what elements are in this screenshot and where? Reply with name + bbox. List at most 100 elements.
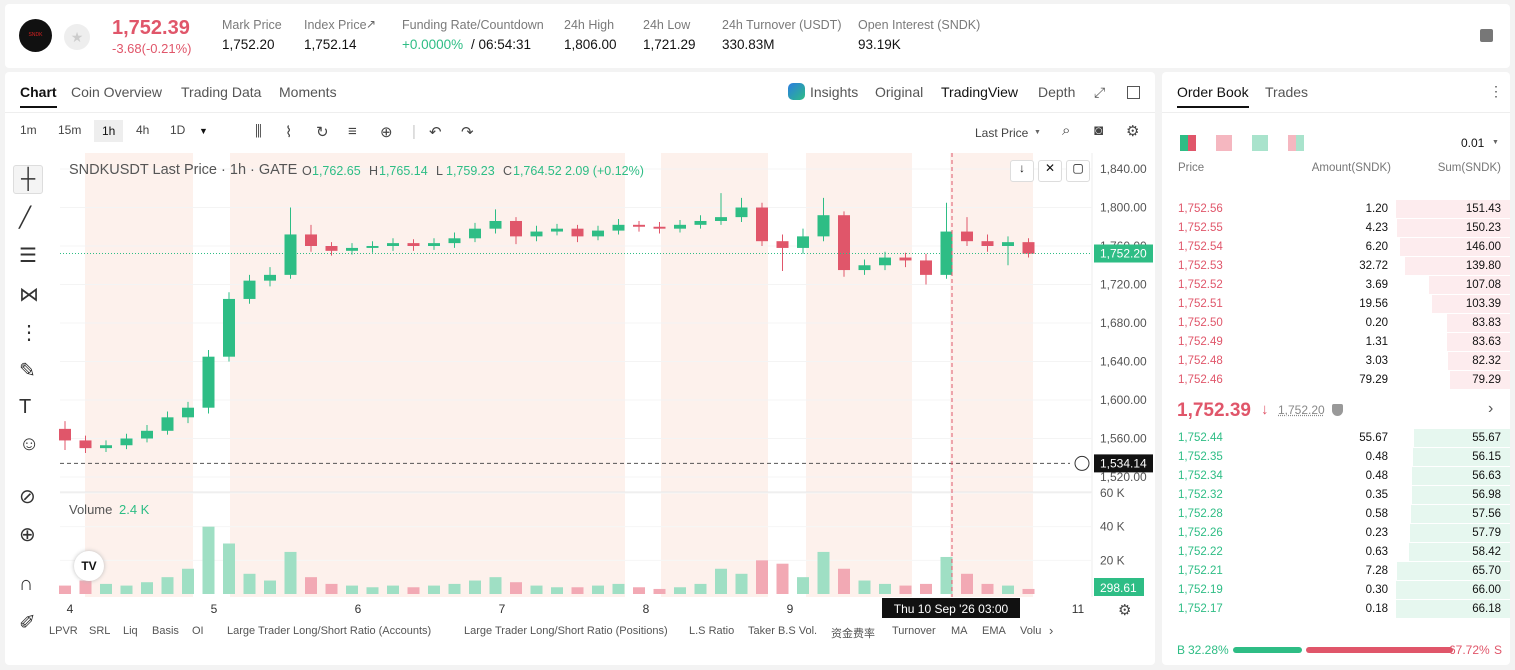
ob-price[interactable]: 1,752.49 [1178,336,1223,348]
indicator[interactable]: Volu [1020,625,1042,637]
layout-toggle[interactable] [1180,135,1196,151]
indicator[interactable]: Large Trader Long/Short Ratio (Positions… [464,625,668,637]
indicator[interactable]: Liq [123,625,138,637]
ob-tab[interactable]: Order Book [1177,84,1249,108]
view-tab[interactable]: Insights [810,84,859,100]
drawing-tool[interactable]: ┼ [13,165,44,194]
volume-bar [694,583,707,594]
volume-bar [59,585,71,594]
drawing-tool[interactable]: ╱ [19,207,32,229]
indicator[interactable]: MA [951,625,968,637]
ai-icon [788,83,805,100]
interval[interactable]: 15m [58,123,82,137]
interval[interactable]: 1m [20,123,37,137]
ob-price[interactable]: 1,752.51 [1178,298,1223,310]
legend-title: SNDKUSDT Last Price · 1h · GATE [69,162,298,178]
ob-price[interactable]: 1,752.52 [1178,279,1223,291]
indicator[interactable]: EMA [982,625,1006,637]
ob-price[interactable]: 1,752.44 [1178,432,1223,444]
sell-bar [1306,647,1453,653]
indicator[interactable]: LPVR [49,625,78,637]
ob-price[interactable]: 1,752.53 [1178,260,1223,272]
toolbar-icon[interactable]: ⚙ [1126,123,1140,140]
toolbar-icon[interactable]: ↶ [429,124,442,141]
ob-price[interactable]: 1,752.34 [1178,470,1223,482]
drawing-tool[interactable]: ⊕ [19,524,36,546]
expand-icon[interactable]: ⤢ [1094,84,1106,100]
ob-price[interactable]: 1,752.56 [1178,203,1223,215]
ob-price[interactable]: 1,752.28 [1178,508,1223,520]
drawing-tool[interactable]: T [19,396,32,418]
ob-price[interactable]: 1,752.22 [1178,546,1223,558]
toolbar-icon[interactable]: ◙ [1094,122,1104,139]
ob-price[interactable]: 1,752.19 [1178,584,1223,596]
drawing-tool[interactable]: ✐ [19,612,36,634]
legend-value: 1,762.65 [312,164,361,178]
indicator[interactable]: L.S Ratio [689,625,735,637]
book-icon[interactable] [1480,29,1493,42]
chevron[interactable]: › [1488,400,1494,417]
drawing-tool[interactable]: ⋮ [19,322,39,344]
ob-price[interactable]: 1,752.17 [1178,603,1223,615]
legend-key: O [302,164,312,178]
toolbar-icon[interactable]: ⌕ [1062,122,1071,139]
ob-tab[interactable]: Trades [1265,84,1309,100]
indicator[interactable]: SRL [89,625,111,637]
favorite-star[interactable]: ★ [64,24,90,50]
indicator[interactable]: Turnover [892,625,936,637]
dropdown-caret[interactable]: ▼ [199,126,208,136]
indicator[interactable]: 资金费率 [831,628,875,640]
ob-price[interactable]: 1,752.32 [1178,489,1223,501]
tab[interactable]: Trading Data [181,84,262,100]
chart-control[interactable]: ▢ [1066,160,1090,182]
interval[interactable]: 1D [170,123,186,137]
interval[interactable]: 1h [94,120,124,142]
indicator[interactable]: Large Trader Long/Short Ratio (Accounts) [227,625,432,637]
toolbar-icon[interactable]: ⌇ [285,124,293,141]
ob-price[interactable]: 1,752.35 [1178,451,1223,463]
tab[interactable]: Coin Overview [71,84,163,100]
view-tab[interactable]: TradingView [941,84,1019,100]
tab[interactable]: Moments [279,84,337,100]
toolbar-icon[interactable]: ⫼ [255,123,262,140]
price-source[interactable]: Last Price [975,126,1029,140]
settings[interactable]: ⚙ [1118,602,1132,619]
drawing-tool[interactable]: ⋈ [19,284,39,306]
precision[interactable]: 0.01 [1461,136,1485,150]
indicator[interactable]: Basis [152,625,179,637]
menu[interactable]: ⋮ [1489,83,1503,99]
layout-toggle[interactable] [1216,135,1232,151]
layout-toggle[interactable] [1288,135,1304,151]
toolbar-icon[interactable]: ↻ [316,124,329,141]
ob-price[interactable]: 1,752.50 [1178,317,1223,329]
ob-price[interactable]: 1,752.55 [1178,222,1223,234]
tab[interactable]: Chart [20,84,57,108]
interval[interactable]: 4h [136,123,150,137]
toolbar-icon[interactable]: ⊕ [380,124,393,141]
ob-price[interactable]: 1,752.54 [1178,241,1223,253]
scroll-right[interactable]: › [1049,623,1054,638]
toolbar-icon[interactable]: ≡ [348,123,357,140]
ob-price[interactable]: 1,752.21 [1178,565,1223,577]
crosshair-label: 1,534.14 [1100,456,1147,470]
view-tab[interactable]: Original [875,84,924,100]
indicator[interactable]: OI [192,625,204,637]
chart-control[interactable]: ↓ [1010,160,1034,182]
ob-price[interactable]: 1,752.48 [1178,355,1223,367]
window-icon[interactable] [1127,86,1140,99]
drawing-tool[interactable]: ☰ [19,245,37,267]
toolbar-icon[interactable]: ↷ [461,124,474,141]
view-tab[interactable]: Depth [1038,84,1076,100]
drawing-tool[interactable]: ⊘ [19,486,36,508]
layout-toggle[interactable] [1252,135,1268,151]
ob-price[interactable]: 1,752.46 [1178,374,1223,386]
drawing-tool[interactable]: ∩ [19,573,34,595]
ob-sum: 82.32 [1472,355,1501,367]
depth-bar [1429,276,1510,294]
drawing-tool[interactable]: ☺ [19,433,40,455]
drawing-tool[interactable]: ✎ [19,360,36,382]
indicator[interactable]: Taker B.S Vol. [748,625,818,637]
ob-price[interactable]: 1,752.26 [1178,527,1223,539]
depth-bar [1447,333,1510,351]
chart-control[interactable]: ✕ [1038,160,1062,182]
